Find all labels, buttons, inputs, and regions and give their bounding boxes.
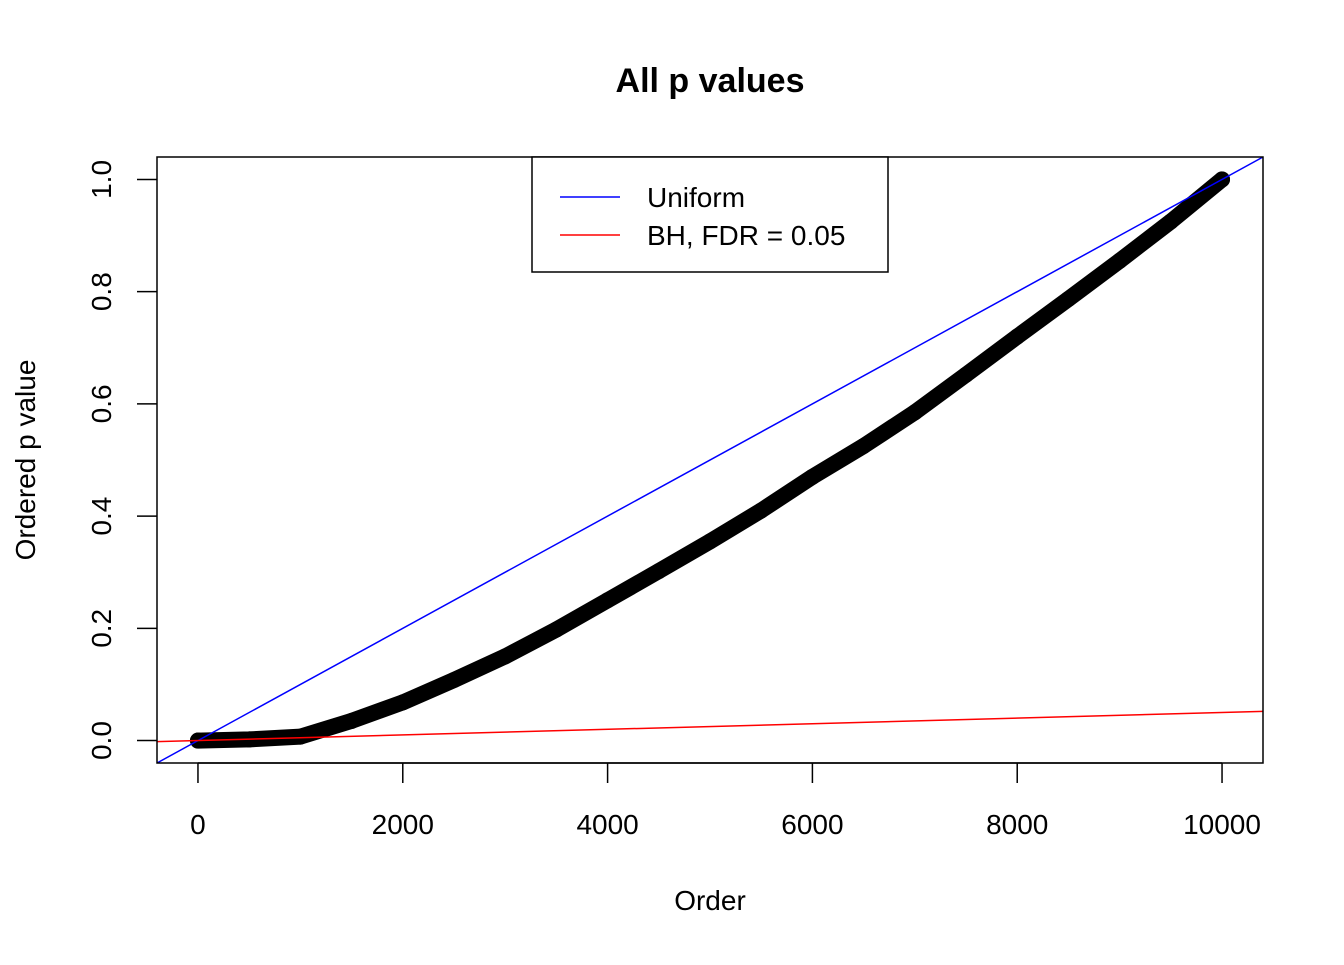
data-point: [599, 592, 616, 609]
x-tick-label: 10000: [1183, 809, 1261, 840]
reference-lines: [156, 156, 1264, 764]
data-point: [548, 621, 565, 638]
y-tick-label: 0.8: [86, 272, 117, 311]
y-tick-label: 0.2: [86, 609, 117, 648]
legend: Uniform BH, FDR = 0.05: [531, 156, 889, 273]
data-point: [1111, 252, 1128, 269]
data-point: [497, 648, 514, 665]
data-points: [189, 171, 1231, 749]
data-point: [906, 404, 923, 421]
data-point: [292, 728, 309, 745]
y-tick-label: 0.0: [86, 721, 117, 760]
legend-label-uniform: Uniform: [647, 182, 745, 213]
chart-title: All p values: [616, 62, 805, 100]
uniform-line: [156, 156, 1264, 764]
y-tick-label: 0.6: [86, 384, 117, 423]
data-point: [1162, 213, 1179, 230]
x-tick-label: 6000: [781, 809, 843, 840]
legend-box: [531, 156, 889, 273]
data-point: [445, 671, 462, 688]
data-point: [394, 694, 411, 711]
data-point: [804, 468, 821, 485]
y-axis: 0.0 0.2 0.4 0.6 0.8 1.0: [86, 160, 157, 760]
x-tick-label: 2000: [372, 809, 434, 840]
x-tick-label: 4000: [576, 809, 638, 840]
x-axis-label: Order: [674, 885, 746, 916]
data-point: [343, 712, 360, 729]
data-point: [753, 502, 770, 519]
x-tick-label: 0: [190, 809, 206, 840]
bh-line: [156, 710, 1264, 743]
x-axis: 0 2000 4000 6000 8000 10000: [190, 762, 1261, 840]
data-point: [1060, 290, 1077, 307]
y-tick-label: 0.4: [86, 497, 117, 536]
data-point: [650, 563, 667, 580]
data-point: [958, 366, 975, 383]
data-point: [1009, 328, 1026, 345]
x-tick-label: 8000: [986, 809, 1048, 840]
y-tick-label: 1.0: [86, 160, 117, 199]
data-point: [855, 437, 872, 454]
data-point: [702, 533, 718, 550]
y-axis-label: Ordered p value: [10, 360, 41, 561]
legend-label-bh: BH, FDR = 0.05: [647, 220, 845, 251]
